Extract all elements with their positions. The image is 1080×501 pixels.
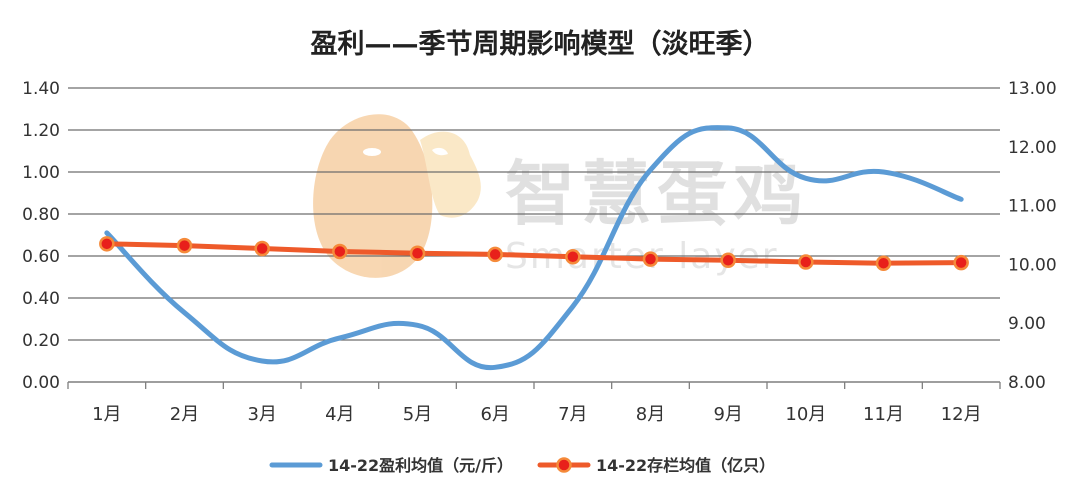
series-2 [99,236,969,271]
left-tick-label: 0.60 [22,247,60,267]
right-tick-label: 13.00 [1008,79,1057,99]
left-tick-label: 0.80 [22,205,60,225]
left-tick-label: 0.20 [22,331,60,351]
x-tick-label: 11月 [863,404,904,425]
right-tick-label: 12.00 [1008,138,1057,158]
x-tick-label: 6月 [480,404,509,425]
data-point [720,252,736,269]
x-tick-label: 9月 [713,404,742,425]
left-tick-label: 1.20 [22,121,60,141]
left-tick-label: 1.00 [22,163,60,183]
legend: 14-22盈利均值（元/斤） 14-22存栏均值（亿只） [269,456,775,475]
x-tick-label: 4月 [325,404,354,425]
data-point [875,255,892,271]
legend-marker [556,457,572,473]
chick-logo [313,114,481,278]
x-tick-label: 7月 [558,404,587,425]
x-tick-label: 5月 [403,404,432,425]
x-tick-label: 3月 [247,404,276,425]
data-point [487,246,503,263]
right-tick-label: 11.00 [1008,197,1057,217]
right-tick-label: 8.00 [1008,373,1046,393]
x-axis: 1月 2月 3月 4月 5月 6月 7月 8月 9月 10月 11月 12月 [67,382,1001,425]
legend-item-2: 14-22存栏均值（亿只） [537,456,775,475]
x-tick-label: 8月 [636,404,665,425]
x-tick-label: 12月 [941,404,982,425]
left-tick-label: 0.00 [22,373,60,393]
right-tick-label: 10.00 [1008,255,1057,275]
x-tick-label: 2月 [170,404,199,425]
x-tick-label: 10月 [785,404,826,425]
data-point [565,249,581,265]
data-point [99,236,115,252]
left-tick-label: 0.40 [22,289,60,309]
left-tick-label: 1.40 [22,79,60,99]
right-tick-label: 9.00 [1008,314,1046,334]
data-point [254,240,270,257]
data-point [798,254,814,270]
series-line [104,241,964,266]
data-point [953,254,969,271]
data-point [409,245,426,261]
legend-item-1: 14-22盈利均值（元/斤） [269,456,513,475]
data-point [642,251,659,267]
data-point [332,243,348,260]
legend-label: 14-22盈利均值（元/斤） [328,456,513,475]
right-axis: 8.00 9.00 10.00 11.00 12.00 13.00 [1008,79,1057,393]
data-point [176,237,193,254]
x-tick-label: 1月 [92,404,121,425]
legend-label: 14-22存栏均值（亿只） [596,456,775,475]
chart-title: 盈利——季节周期影响模型（淡旺季） [311,28,770,60]
series-layer [99,125,969,370]
grid [68,87,1000,383]
series-1 [104,125,964,370]
left-axis: 0.00 0.20 0.40 0.60 0.80 1.00 1.20 1.40 [22,79,60,393]
series-line [104,125,964,370]
